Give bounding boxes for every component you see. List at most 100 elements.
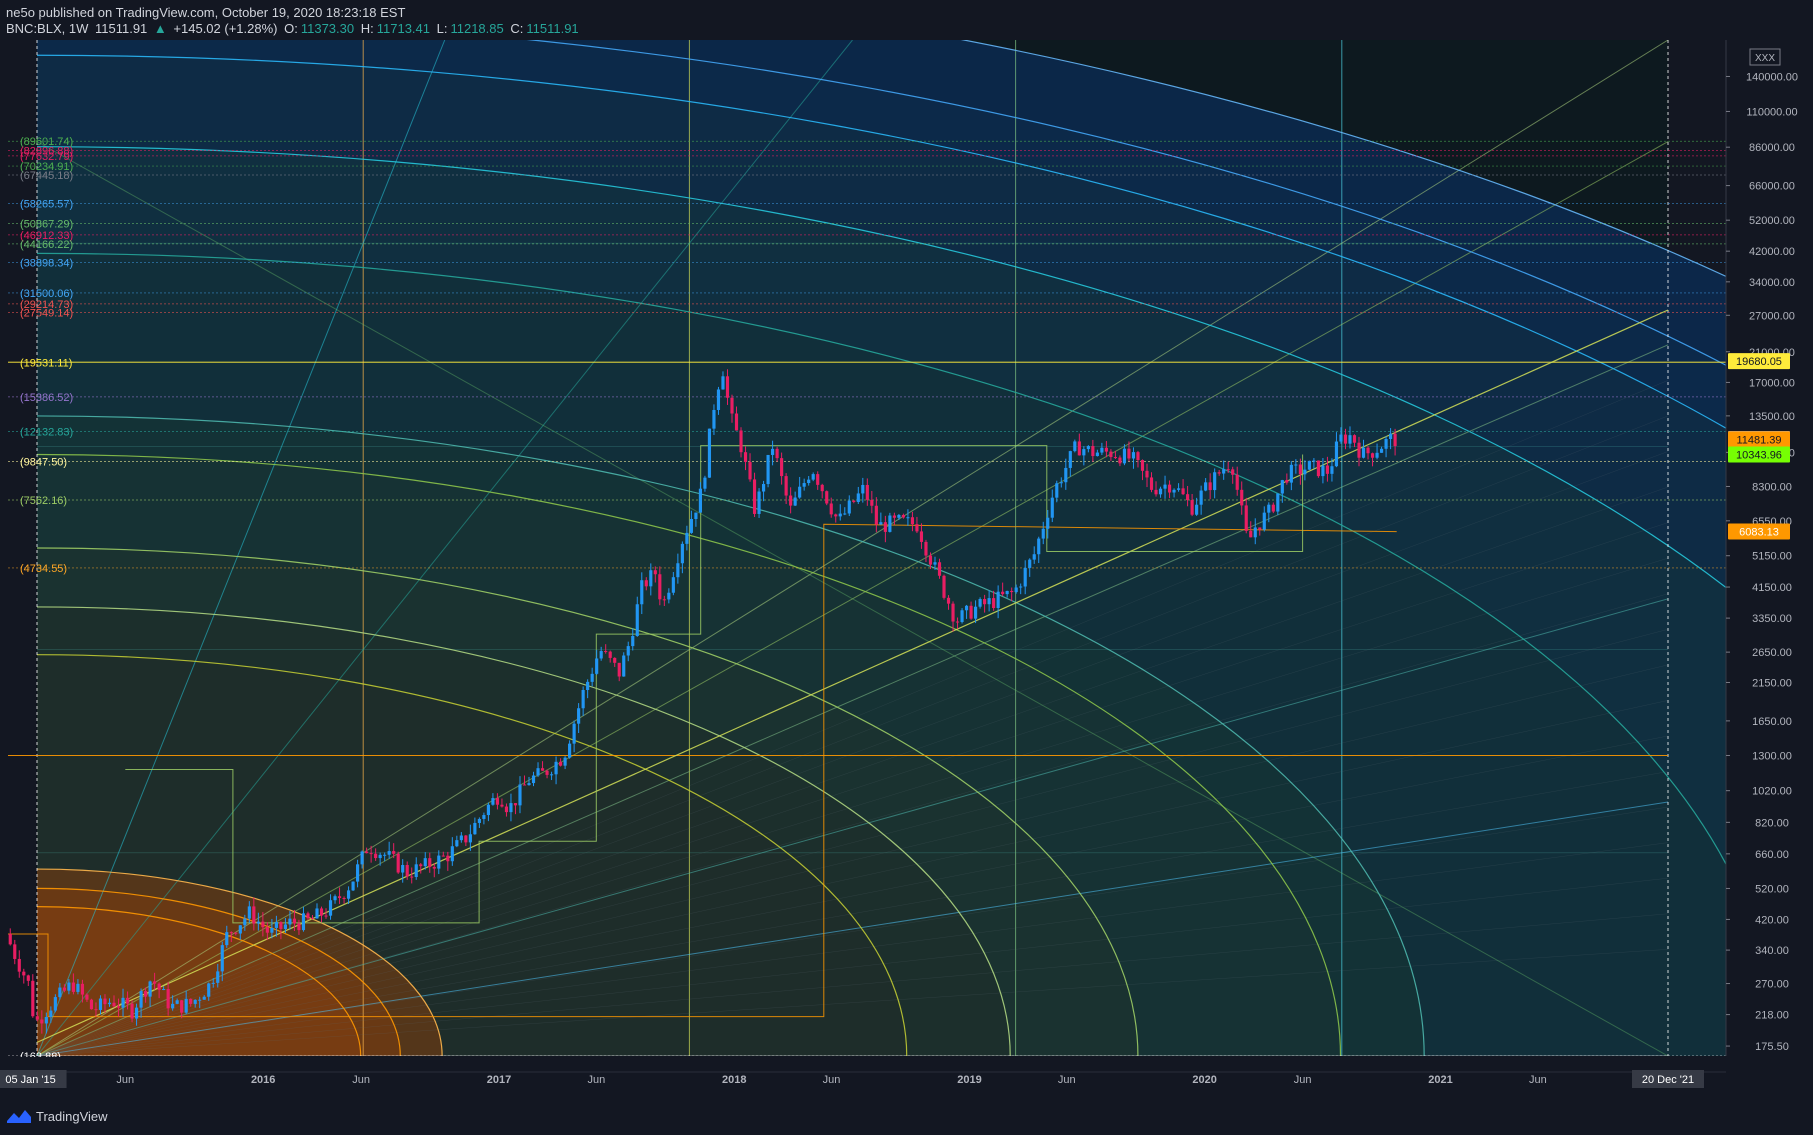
candle-body — [1280, 480, 1284, 494]
tradingview-logo[interactable]: TradingView — [6, 1108, 108, 1124]
gann-arc — [526, 40, 1726, 366]
gann-fan-thin — [36, 771, 1669, 1056]
price-chart[interactable]: (89601.74)(82896.88)(77632.79)(70234.91)… — [0, 0, 1813, 1100]
price-tick-label: 110000.00 — [1746, 106, 1797, 118]
price-axis-bg — [1726, 40, 1813, 1100]
candle-body — [283, 924, 287, 929]
price-tick-label: 2650.00 — [1752, 647, 1792, 659]
candle-body — [423, 858, 427, 867]
gann-arc — [36, 887, 401, 1056]
candle-body — [955, 621, 960, 623]
candle-body — [1104, 447, 1108, 452]
candle-body — [1343, 434, 1348, 444]
candle-body — [1393, 433, 1397, 447]
candle-body — [247, 906, 251, 919]
candle-body — [337, 896, 342, 899]
gann-arc — [36, 146, 1726, 589]
candle-body — [1253, 527, 1257, 538]
candle-body — [951, 603, 955, 622]
candle-body — [500, 804, 504, 807]
gann-fan-thin — [36, 949, 1669, 1056]
gann-fan-thin — [36, 877, 1669, 1056]
candle-body — [130, 1003, 134, 1019]
candle-body — [1199, 490, 1203, 505]
candle-body — [1055, 483, 1059, 498]
tradingview-logo-icon — [7, 1110, 31, 1123]
candle-body — [44, 1016, 48, 1024]
candle-body — [301, 913, 306, 931]
candle-body — [1167, 484, 1172, 493]
candle-body — [712, 409, 716, 429]
candle-body — [906, 517, 910, 519]
price-level-label: (82896.88) — [20, 146, 73, 158]
candle-body — [477, 818, 481, 823]
candle-body — [996, 591, 1000, 609]
candle-body — [1276, 493, 1280, 512]
candle-body — [626, 646, 630, 656]
candle-body — [360, 851, 364, 865]
candle-body — [342, 898, 346, 900]
candle-body — [897, 514, 901, 518]
candle-body — [184, 998, 188, 1013]
price-badge — [1728, 446, 1790, 463]
candle-body — [1100, 447, 1104, 453]
currency-badge — [1749, 48, 1781, 66]
candle-body — [946, 597, 951, 604]
high-value: 11713.41 — [376, 21, 430, 36]
candle-body — [974, 606, 978, 619]
candle-body — [734, 413, 739, 431]
candle-body — [1370, 453, 1375, 458]
candle-body — [549, 774, 554, 776]
candle-body — [216, 971, 220, 983]
gann-arc — [36, 415, 1425, 1056]
candle-body — [1262, 512, 1266, 530]
candle-body — [405, 865, 409, 877]
candle-body — [319, 908, 324, 916]
price-level-label: (67445.18) — [20, 170, 73, 182]
gann-fan-thin — [36, 629, 1669, 1056]
candle-body — [531, 775, 536, 784]
time-tick-label: Jun — [1058, 1074, 1076, 1086]
time-tick-label: 05 Jan '15 — [5, 1074, 55, 1086]
candle-body — [825, 491, 829, 504]
price-level-label: (9847.50) — [20, 457, 67, 469]
candle-body — [1145, 470, 1149, 478]
price-change: +145.02 (+1.28%) — [173, 21, 278, 36]
candle-body — [211, 982, 215, 984]
gann-arc — [36, 906, 362, 1056]
candle-body — [229, 932, 233, 934]
gann-arc — [36, 453, 1342, 1056]
candle-body — [933, 562, 937, 565]
last-price: 11511.91 — [94, 21, 148, 36]
symbol-label[interactable]: BNC:BLX, 1W — [6, 21, 89, 36]
candle-body — [640, 580, 644, 605]
price-badge — [1728, 353, 1790, 370]
price-tick-label: 8300.00 — [1752, 481, 1792, 493]
candle-body — [94, 1009, 98, 1011]
candle-body — [662, 599, 666, 601]
gann-fan-thin — [36, 557, 1669, 1056]
candle-body — [58, 987, 62, 998]
candle-body — [992, 598, 996, 609]
candle-body — [31, 980, 35, 1017]
candle-body — [568, 743, 572, 758]
price-level-label: (7562.16) — [20, 495, 67, 507]
candle-body — [1136, 452, 1140, 461]
gann-fan-thin — [36, 842, 1669, 1056]
gann-fan-thin — [36, 806, 1669, 1056]
candle-body — [888, 515, 892, 532]
gann-fan-thin — [36, 913, 1669, 1056]
gann-fan-thin — [36, 664, 1669, 1056]
time-badge — [1632, 1070, 1705, 1088]
price-tick-label: 218.00 — [1755, 1010, 1789, 1022]
candle-body — [1208, 482, 1212, 491]
price-tick-label: 420.00 — [1755, 914, 1789, 926]
price-tick-label: 17000.00 — [1749, 377, 1795, 389]
time-tick-label: Jun — [587, 1074, 605, 1086]
price-tick-label: 5150.00 — [1752, 551, 1792, 563]
candle-body — [89, 999, 94, 1010]
candle-body — [1389, 433, 1393, 440]
time-tick-label: 2016 — [251, 1074, 275, 1086]
candle-body — [617, 662, 621, 677]
candle-body — [383, 854, 387, 856]
